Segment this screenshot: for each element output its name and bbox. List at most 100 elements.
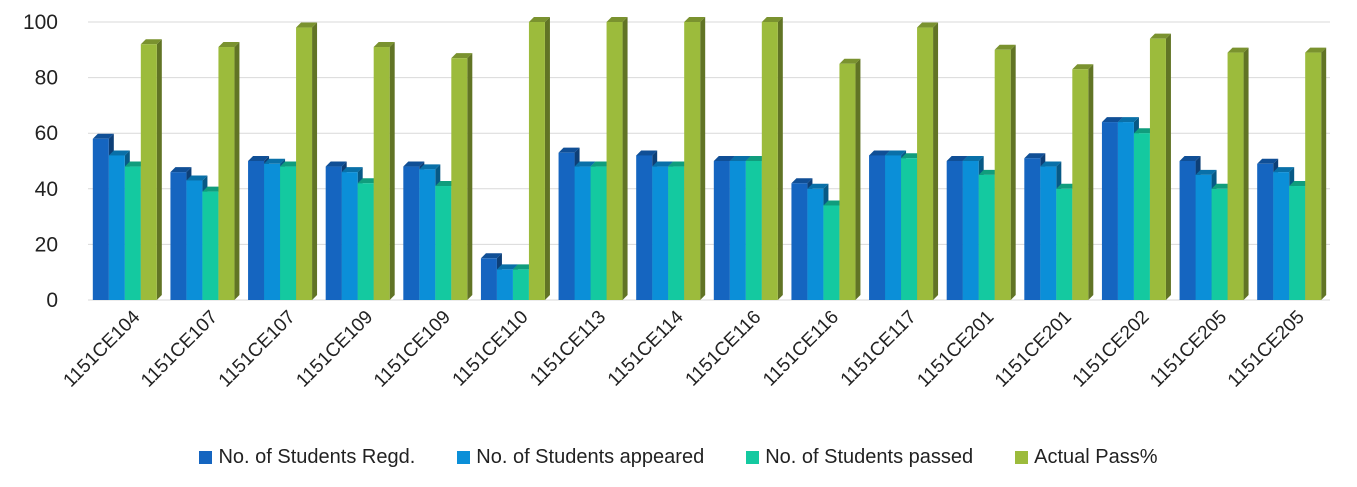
bar-front bbox=[403, 166, 420, 300]
bar-front bbox=[1149, 38, 1166, 301]
bar-front bbox=[1101, 122, 1118, 300]
bar-front bbox=[140, 44, 157, 300]
bar-front bbox=[373, 47, 390, 300]
bar-side bbox=[1321, 47, 1327, 300]
bar-side bbox=[700, 17, 706, 300]
bar-side bbox=[933, 22, 939, 301]
bar-top bbox=[496, 264, 518, 270]
x-tick-label: 1151CE205 bbox=[1146, 307, 1231, 392]
bar-top bbox=[92, 133, 114, 139]
bar-front bbox=[480, 258, 497, 300]
y-tick-label: 40 bbox=[35, 178, 58, 201]
bar-top bbox=[978, 169, 1000, 175]
bar-top bbox=[668, 161, 690, 167]
bar-top bbox=[248, 156, 270, 161]
bar-front bbox=[357, 183, 374, 300]
bar-top bbox=[1117, 117, 1139, 123]
legend-item: No. of Students Regd. bbox=[199, 446, 415, 469]
bar-front bbox=[435, 186, 452, 300]
legend-swatch bbox=[1015, 451, 1029, 464]
bar-side bbox=[622, 17, 628, 300]
y-tick-label: 80 bbox=[35, 67, 58, 90]
x-tick-label: 1151CE116 bbox=[682, 307, 766, 391]
bar-top bbox=[357, 178, 379, 184]
bar-top bbox=[791, 178, 813, 184]
bar-front bbox=[280, 166, 297, 300]
bar-top bbox=[606, 17, 628, 22]
bar-top bbox=[1040, 161, 1062, 167]
legend-swatch bbox=[457, 451, 471, 464]
bar-top bbox=[1056, 183, 1078, 189]
bar-top bbox=[1273, 167, 1295, 173]
bar-top bbox=[590, 161, 612, 167]
bar-front bbox=[1179, 161, 1196, 300]
bar-front bbox=[745, 161, 762, 300]
bar-front bbox=[1195, 174, 1212, 300]
legend-swatch bbox=[199, 451, 213, 464]
bar-top bbox=[108, 150, 130, 156]
legend: No. of Students Regd. No. of Students app… bbox=[0, 446, 1357, 469]
bar-front bbox=[1117, 122, 1134, 300]
bar-top bbox=[341, 167, 363, 173]
bar-front bbox=[713, 161, 730, 300]
bar bbox=[373, 42, 395, 301]
bar-front bbox=[1227, 52, 1244, 300]
x-tick-label: 1151CE201 bbox=[913, 307, 998, 392]
bar-front bbox=[1072, 69, 1089, 300]
bar-top bbox=[1072, 64, 1094, 70]
legend-item: No. of Students appeared bbox=[457, 446, 704, 469]
bar-front bbox=[264, 163, 281, 300]
bar-top bbox=[1101, 117, 1123, 123]
bar-top bbox=[558, 147, 580, 153]
legend-label: No. of Students appeared bbox=[476, 446, 705, 468]
bar-top bbox=[885, 150, 907, 156]
bar-top bbox=[636, 150, 658, 156]
bar-front bbox=[170, 172, 187, 300]
bar-top bbox=[869, 150, 891, 156]
bar-front bbox=[869, 155, 886, 300]
bar-front bbox=[528, 22, 545, 300]
x-axis-category-labels: 1151CE1041151CE1071151CE1071151CE1091151… bbox=[60, 306, 1309, 391]
bar-front bbox=[1040, 166, 1057, 300]
bar-side bbox=[855, 58, 861, 301]
y-tick-label: 60 bbox=[35, 122, 58, 145]
bar-front bbox=[218, 47, 235, 300]
bar-top bbox=[1149, 33, 1171, 39]
bar bbox=[761, 17, 783, 300]
bar-side bbox=[544, 17, 550, 300]
bar-top bbox=[186, 175, 208, 181]
bar bbox=[684, 17, 706, 300]
bar-front bbox=[108, 155, 125, 300]
x-tick-label: 1151CE110 bbox=[449, 307, 533, 391]
bar-top bbox=[729, 156, 751, 161]
bar-front bbox=[451, 58, 468, 300]
legend-label: No. of Students passed bbox=[765, 446, 974, 468]
legend-label: Actual Pass% bbox=[1034, 446, 1158, 468]
bar-top bbox=[1133, 128, 1155, 134]
bar-front bbox=[325, 166, 342, 300]
bar-top bbox=[684, 17, 706, 22]
x-tick-label: 1151CE109 bbox=[370, 307, 455, 392]
bar-front bbox=[1056, 188, 1073, 300]
x-tick-label: 1151CE114 bbox=[604, 306, 688, 390]
x-tick-label: 1151CE113 bbox=[526, 307, 610, 391]
bar-top bbox=[917, 22, 939, 28]
x-tick-label: 1151CE205 bbox=[1224, 307, 1309, 392]
bar-front bbox=[419, 169, 436, 300]
bar-side bbox=[1165, 33, 1171, 301]
bar-front bbox=[684, 22, 701, 300]
y-tick-label: 100 bbox=[23, 11, 58, 34]
bar-top bbox=[435, 181, 457, 187]
bar-front bbox=[994, 49, 1011, 300]
bar-front bbox=[590, 166, 607, 300]
bar-top bbox=[528, 17, 550, 22]
bar-front bbox=[946, 161, 963, 300]
bar-top bbox=[480, 253, 502, 259]
x-tick-label: 1151CE104 bbox=[60, 306, 145, 391]
bar-front bbox=[885, 155, 902, 300]
bar-front bbox=[202, 191, 219, 300]
bar-front bbox=[1133, 133, 1150, 300]
bar-top bbox=[574, 161, 596, 167]
bar-top bbox=[202, 186, 224, 192]
